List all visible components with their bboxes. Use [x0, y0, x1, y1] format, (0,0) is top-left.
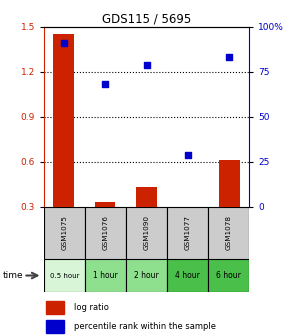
Bar: [44, 259, 85, 292]
Bar: [178, 208, 198, 252]
Bar: [219, 160, 240, 252]
Title: GDS115 / 5695: GDS115 / 5695: [102, 13, 191, 26]
Text: GSM1076: GSM1076: [103, 215, 108, 250]
Text: GSM1077: GSM1077: [185, 215, 190, 250]
Point: [227, 55, 232, 60]
Text: 0.5 hour: 0.5 hour: [50, 272, 79, 279]
Bar: [126, 207, 167, 259]
Bar: [44, 207, 85, 259]
Bar: [46, 301, 64, 314]
Point: [103, 82, 108, 87]
Bar: [167, 259, 208, 292]
Bar: [53, 34, 74, 252]
Text: time: time: [3, 271, 23, 280]
Bar: [85, 207, 126, 259]
Text: GSM1078: GSM1078: [226, 215, 231, 250]
Bar: [167, 207, 208, 259]
Text: GSM1090: GSM1090: [144, 215, 149, 250]
Bar: [136, 187, 157, 252]
Point: [61, 40, 66, 46]
Text: 4 hour: 4 hour: [175, 271, 200, 280]
Text: 2 hour: 2 hour: [134, 271, 159, 280]
Bar: [95, 202, 115, 252]
Bar: [208, 259, 249, 292]
Text: 1 hour: 1 hour: [93, 271, 118, 280]
Text: 6 hour: 6 hour: [216, 271, 241, 280]
Point: [144, 62, 149, 67]
Point: [185, 152, 190, 157]
Bar: [208, 207, 249, 259]
Bar: [126, 259, 167, 292]
Text: GSM1075: GSM1075: [62, 215, 67, 250]
Text: log ratio: log ratio: [74, 303, 109, 312]
Bar: [46, 320, 64, 333]
Bar: [85, 259, 126, 292]
Text: percentile rank within the sample: percentile rank within the sample: [74, 322, 216, 331]
